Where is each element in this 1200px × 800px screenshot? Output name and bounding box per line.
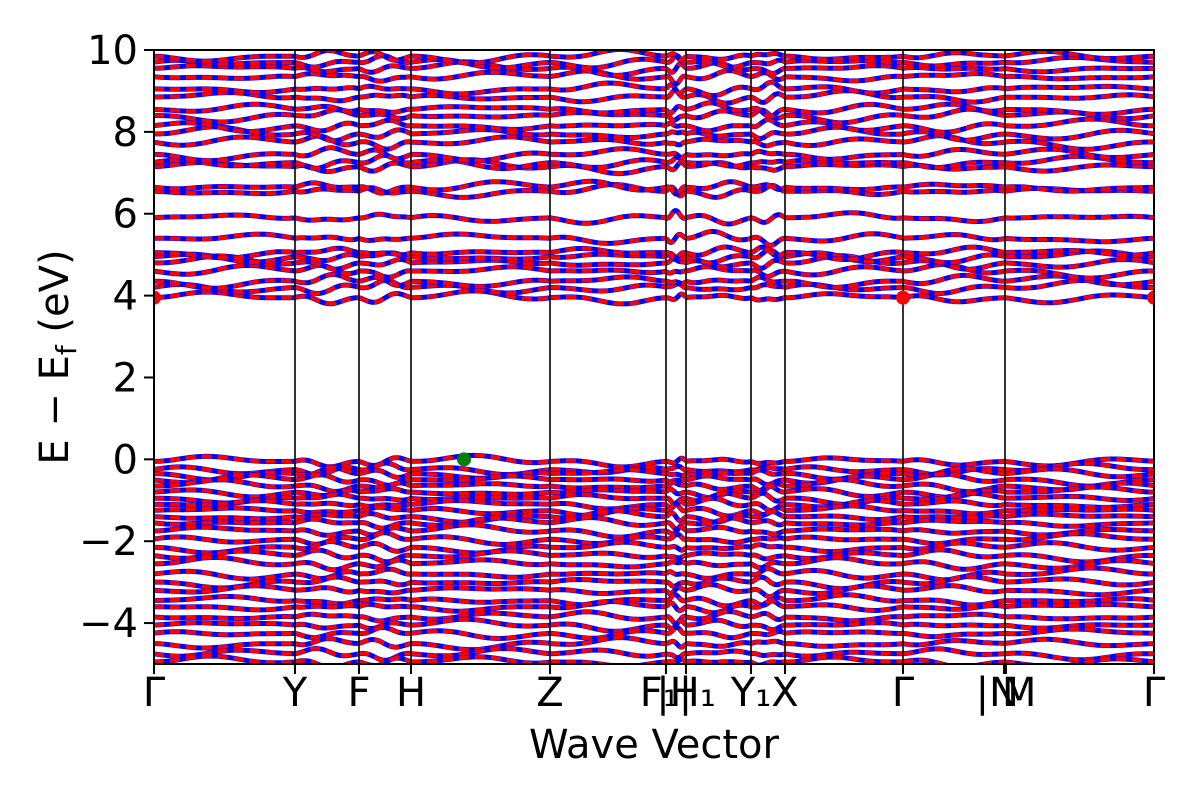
- vbm-marker: [457, 452, 471, 467]
- band-line-spin-up: [154, 522, 1154, 540]
- y-axis: −4 −2 0 2 4 6 8 10: [79, 28, 154, 647]
- y-axis-title-main: E − E: [32, 355, 78, 465]
- y-tick-label: −2: [79, 519, 138, 565]
- extrema-markers: [154, 290, 1154, 467]
- band-line-spin-up: [154, 229, 1154, 248]
- y-tick-label: −4: [79, 601, 138, 647]
- x-tick-label: | M: [976, 670, 1037, 716]
- band-line-spin-up: [154, 80, 1154, 98]
- x-tick-label: H: [396, 670, 426, 716]
- y-tick-label: 0: [113, 437, 138, 483]
- x-tick-label: Z: [536, 670, 563, 716]
- x-tick-label: Y: [282, 670, 308, 716]
- band-line-spin-up: [154, 272, 1154, 291]
- band-line-spin-up: [154, 609, 1154, 626]
- cbm-marker: [896, 290, 910, 305]
- band-line-spin-up: [154, 208, 1154, 227]
- band-line-spin-up: [154, 145, 1154, 163]
- band-line-spin-up: [154, 653, 1154, 664]
- band-line-spin-up: [154, 153, 1154, 171]
- x-tick-label: |H₁: [656, 670, 716, 716]
- band-line-spin-up: [154, 582, 1154, 599]
- y-axis-title-subscript: f: [50, 344, 83, 355]
- band-line-spin-up: [154, 515, 1154, 532]
- band-line-spin-up: [154, 555, 1154, 572]
- x-tick-label: Γ: [143, 670, 166, 716]
- x-tick-label: Γ: [892, 670, 915, 716]
- band-line-spin-up: [154, 617, 1154, 634]
- band-line-spin-up: [154, 179, 1154, 197]
- band-lines: [154, 50, 1154, 664]
- x-tick-label: F: [347, 670, 370, 716]
- x-tick-label: Γ: [1143, 670, 1166, 716]
- y-axis-title-unit: (eV): [32, 249, 78, 345]
- band-line-spin-up: [154, 278, 1154, 296]
- band-line-spin-up: [154, 53, 1154, 71]
- y-tick-label: 8: [113, 110, 138, 156]
- plot-frame: [153, 49, 1155, 665]
- band-line-spin-up: [154, 625, 1154, 641]
- x-tick-label: N: [989, 670, 1019, 716]
- y-tick-label: 2: [113, 355, 138, 401]
- band-line-spin-up: [154, 496, 1154, 513]
- x-tick-label: F₁|: [640, 670, 693, 716]
- band-line-spin-up: [154, 100, 1154, 119]
- band-line-spin-up: [154, 88, 1154, 106]
- band-line-spin-up: [154, 116, 1154, 135]
- y-tick-label: 6: [113, 192, 138, 238]
- y-tick-label: 4: [113, 274, 138, 320]
- x-axis: Γ Y F H Z F₁||H₁ Y₁ X Γ N| M Γ: [143, 664, 1166, 716]
- band-line-spin-up: [154, 646, 1154, 663]
- y-axis-title: E − Ef (eV): [32, 249, 83, 464]
- band-line-spin-up: [154, 244, 1154, 262]
- band-line-spin-up: [154, 547, 1154, 565]
- cbm-marker: [154, 290, 161, 305]
- x-tick-label: X: [771, 670, 798, 716]
- x-tick-label: Y₁: [730, 670, 771, 716]
- band-line-spin-up: [154, 107, 1154, 125]
- x-axis-title: Wave Vector: [529, 722, 780, 768]
- y-tick-label: 10: [87, 28, 138, 74]
- cbm-marker: [1147, 290, 1154, 305]
